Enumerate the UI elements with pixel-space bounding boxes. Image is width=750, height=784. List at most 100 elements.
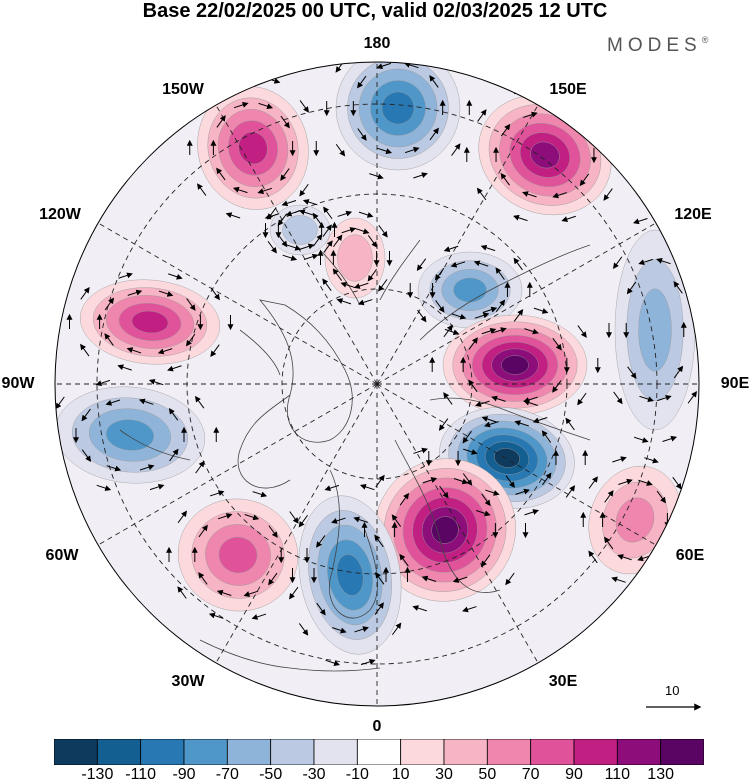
wind-vector: [462, 430, 472, 444]
wind-vector: [80, 343, 90, 357]
wind-vector: [341, 227, 357, 234]
wind-vector: [282, 254, 298, 261]
longitude-label: 90W: [1, 375, 35, 392]
wind-vector: [81, 408, 91, 422]
colorbar-tick-label: 130: [647, 766, 675, 783]
wind-vector: [577, 392, 587, 406]
wind-vector: [138, 398, 154, 405]
colorbar-swatch: [54, 739, 98, 765]
wind-vector: [429, 127, 439, 141]
wind-vector: [513, 309, 524, 322]
wind-vector: [376, 62, 392, 70]
wind-vector: [168, 273, 183, 280]
map-title: Base 22/02/2025 00 UTC, valid 02/03/2025…: [142, 0, 608, 22]
longitude-label: 60W: [45, 547, 79, 564]
wind-vector: [354, 227, 370, 235]
wind-vector: [514, 420, 529, 427]
wind-vector: [367, 235, 378, 248]
wind-vector: [335, 143, 346, 157]
wind-vector: [194, 395, 205, 409]
wind-vector: [167, 365, 182, 372]
colorbar-swatch: [400, 739, 445, 765]
wind-vector: [117, 364, 132, 371]
wind-vector: [485, 489, 500, 496]
wind-vector: [468, 379, 478, 393]
wind-vector: [374, 602, 384, 615]
wind-vector: [552, 380, 562, 393]
wind-vector: [450, 261, 466, 268]
wind-vector: [482, 306, 498, 313]
wind-vector: [299, 100, 309, 113]
wind-vector: [421, 575, 437, 582]
wind-vector: [118, 272, 133, 279]
colorbar-swatch: [530, 739, 575, 765]
wind-vector: [302, 199, 318, 206]
anomaly-positive: [442, 314, 588, 416]
anomaly-contour-fill: [282, 215, 318, 245]
wind-vector: [80, 286, 90, 300]
wind-vector: [323, 206, 333, 220]
wind-vector: [325, 659, 341, 667]
wind-vector: [580, 124, 590, 138]
colorbar-swatch: [226, 739, 272, 765]
wind-vector: [333, 234, 343, 248]
anomaly-contour-fill: [381, 91, 415, 125]
wind-vector: [289, 586, 299, 600]
wind-vector: [422, 477, 438, 484]
wind-vector: [612, 256, 623, 270]
wind-vector: [477, 109, 487, 122]
wind-vector: [303, 253, 319, 260]
wind-vector: [565, 485, 576, 498]
registered-mark: ®: [701, 35, 709, 45]
colorbar-tick-label: 110: [604, 766, 631, 783]
wind-vector: [579, 173, 590, 187]
brand-logo: MODES®: [607, 35, 708, 57]
wind-vector: [280, 168, 290, 181]
colorbar-swatch: [183, 739, 228, 765]
wind-vector: [95, 379, 111, 387]
wind-vector: [656, 490, 667, 504]
colorbar-swatch: [96, 739, 142, 765]
wind-vector: [210, 344, 220, 358]
anomaly-contour-fill: [615, 497, 655, 543]
wind-vector: [252, 491, 268, 498]
wind-vector: [500, 172, 510, 186]
wind-vector: [443, 392, 453, 405]
wind-vector: [513, 214, 528, 222]
colorbar-tick-label: 70: [521, 766, 540, 783]
wind-vector: [268, 525, 278, 538]
wind-vector: [96, 484, 112, 492]
wind-vector: [452, 576, 468, 583]
anomaly-contour-fill: [131, 310, 169, 334]
wind-vector: [604, 490, 614, 503]
wind-vector: [505, 572, 515, 586]
colorbar-swatch: [140, 739, 185, 765]
colorbar-swatch: [443, 739, 488, 765]
brand-name: MODES: [607, 35, 702, 56]
longitude-label: 30W: [171, 673, 205, 690]
wind-vector: [429, 75, 439, 88]
wind-vector: [316, 535, 326, 548]
colorbar-tick-label: -70: [215, 766, 239, 783]
wind-vector: [378, 225, 388, 238]
wind-vector: [633, 436, 649, 443]
wind-vector: [399, 553, 409, 567]
wind-vector: [210, 287, 220, 301]
wind-vector: [357, 299, 373, 306]
colorbar-swatch: [356, 739, 402, 765]
wind-vector: [298, 623, 309, 636]
wind-vector: [337, 210, 353, 217]
wind-vector: [358, 211, 374, 218]
wind-vector: [672, 476, 682, 490]
wind-vector: [588, 476, 598, 489]
wind-vector: [588, 550, 598, 564]
wind-vector: [149, 483, 165, 491]
wind-vector: [484, 421, 499, 428]
wind-vector: [443, 324, 453, 338]
wind-vector: [462, 606, 477, 613]
wind-vector: [673, 281, 683, 294]
longitude-label: 60E: [675, 547, 705, 564]
wind-vector: [357, 128, 367, 141]
wind-vector: [367, 268, 377, 282]
colorbar-tick-label: 30: [435, 766, 453, 783]
